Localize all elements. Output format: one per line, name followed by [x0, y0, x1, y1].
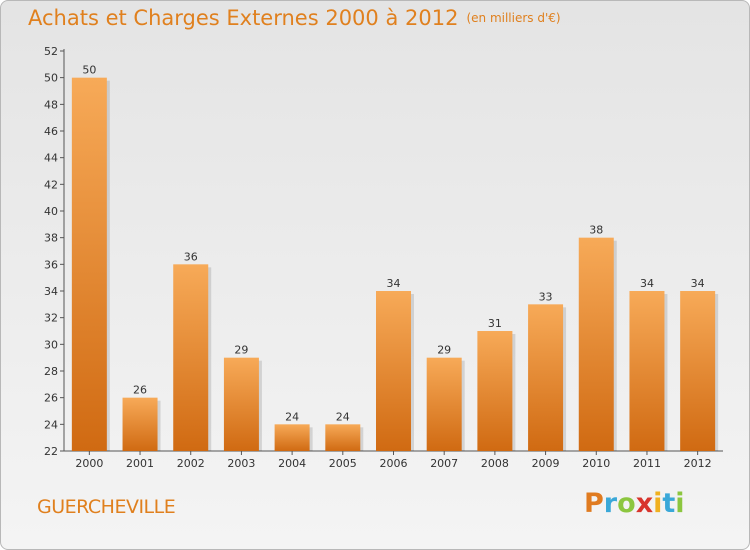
chart-subtitle: (en milliers d'€) — [466, 11, 561, 25]
bar-value-label: 24 — [336, 410, 350, 423]
axes: 22 24 26 28 30 32 34 36 38 40 42 44 46 48 50 52 2000 2001… — [44, 45, 723, 470]
logo-letter: P — [584, 488, 604, 519]
x-tick-label: 2012 — [684, 457, 712, 470]
x-tick-label: 2000 — [75, 457, 103, 470]
bar — [680, 291, 716, 451]
y-tick-label: 48 — [44, 98, 58, 111]
y-tick-label: 24 — [44, 418, 58, 431]
bar — [426, 357, 462, 451]
bar — [71, 77, 107, 452]
y-tick-label: 52 — [44, 45, 58, 58]
bar-value-label: 38 — [589, 224, 603, 237]
bar-value-label: 29 — [234, 344, 248, 357]
bar — [376, 291, 411, 451]
bar-value-label: 26 — [133, 384, 147, 397]
chart-title: Achats et Charges Externes 2000 à 2012 (e… — [28, 6, 561, 30]
y-tick-label: 30 — [44, 338, 58, 351]
y-tick-label: 50 — [44, 72, 58, 85]
data-labels: 50 26 36 29 24 24 34 29 31 33 38 34 34 — [82, 64, 704, 424]
x-tick-label: 2010 — [582, 457, 610, 470]
y-tick-label: 38 — [44, 232, 58, 245]
bar — [122, 397, 158, 451]
x-tick-label: 2005 — [329, 457, 357, 470]
x-tick-label: 2011 — [633, 457, 661, 470]
bar — [578, 237, 614, 451]
x-tick-label: 2009 — [532, 457, 560, 470]
bar-value-label: 34 — [640, 277, 654, 290]
logo-letter: r — [603, 488, 618, 519]
y-tick-label: 26 — [44, 392, 58, 405]
bar-value-label: 34 — [387, 277, 401, 290]
bar-value-label: 36 — [184, 250, 198, 263]
y-tick-label: 34 — [44, 285, 58, 298]
logo-letter: x — [635, 488, 654, 519]
proxiti-logo: Proxiti — [584, 488, 685, 519]
y-tick-label: 22 — [44, 445, 58, 458]
bar-value-label: 33 — [539, 290, 553, 303]
y-tick-label: 36 — [44, 258, 58, 271]
x-tick-label: 2001 — [126, 457, 154, 470]
bar-value-label: 24 — [285, 410, 299, 423]
bar-value-label: 34 — [691, 277, 705, 290]
bars — [71, 77, 719, 452]
y-tick-label: 44 — [44, 152, 58, 165]
x-tick-label: 2004 — [278, 457, 306, 470]
bar — [274, 424, 310, 451]
bar — [173, 264, 209, 451]
logo-letter: i — [675, 488, 685, 519]
x-tick-label: 2003 — [227, 457, 255, 470]
y-tick-label: 32 — [44, 312, 58, 325]
bar — [325, 424, 361, 451]
y-tick-label: 28 — [44, 365, 58, 378]
bar-value-label: 31 — [488, 317, 502, 330]
x-tick-label: 2006 — [380, 457, 408, 470]
bar-value-label: 50 — [82, 64, 96, 77]
x-tick-label: 2007 — [430, 457, 458, 470]
bar — [223, 357, 259, 451]
chart-title-text: Achats et Charges Externes 2000 à 2012 — [28, 6, 459, 30]
y-tick-label: 46 — [44, 125, 58, 138]
y-tick-label: 40 — [44, 205, 58, 218]
y-tick-label: 42 — [44, 178, 58, 191]
bar — [477, 331, 513, 451]
logo-letter: t — [662, 488, 676, 519]
logo-letter: o — [617, 488, 636, 519]
place-name: GUERCHEVILLE — [37, 496, 176, 518]
bar — [629, 291, 665, 451]
x-tick-label: 2002 — [177, 457, 205, 470]
logo-letter: i — [653, 488, 663, 519]
bar-value-label: 29 — [437, 344, 451, 357]
x-tick-label: 2008 — [481, 457, 509, 470]
bar — [528, 304, 564, 451]
